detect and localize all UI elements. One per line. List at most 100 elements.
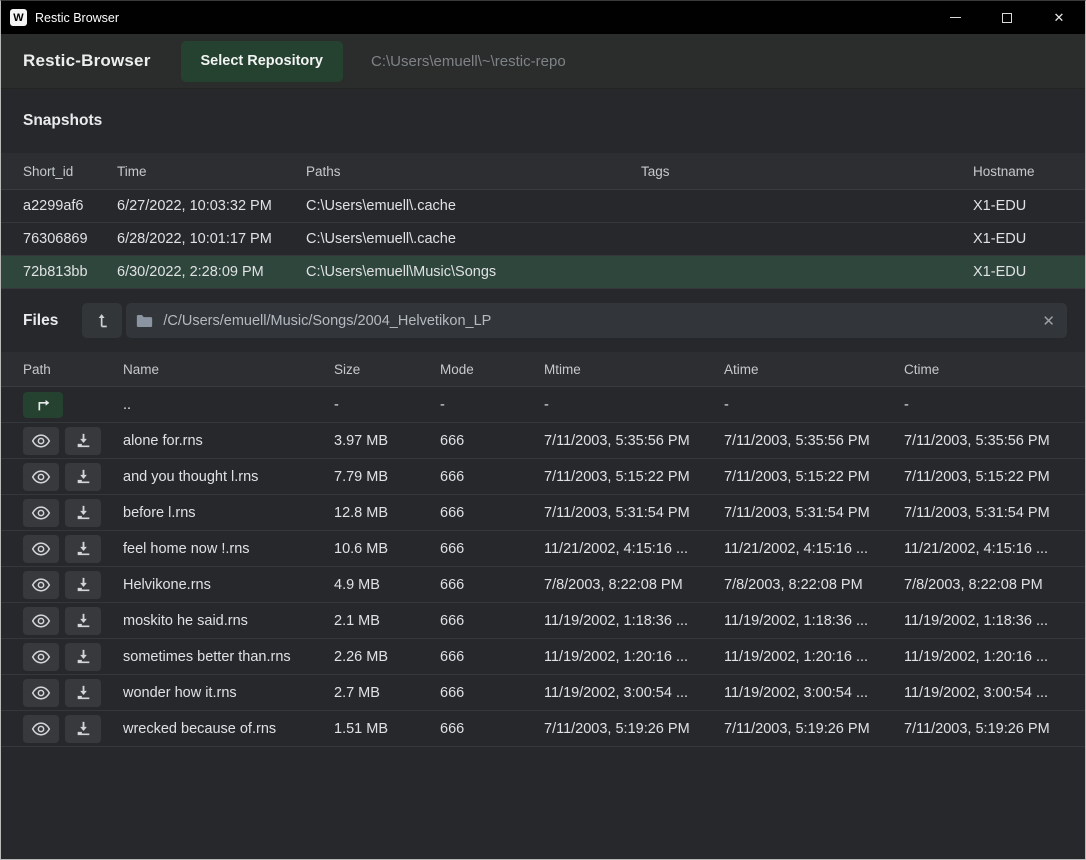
file-atime: -: [724, 396, 729, 413]
eye-icon: [31, 649, 51, 664]
file-name: and you thought l.rns: [123, 468, 259, 485]
file-name: sometimes better than.rns: [123, 648, 291, 665]
file-atime: 11/19/2002, 3:00:54 ...: [724, 684, 869, 701]
preview-file-button[interactable]: [23, 462, 59, 491]
file-mode: 666: [440, 504, 465, 521]
clear-path-button[interactable]: ✕: [1030, 303, 1067, 338]
column-header-size: Size: [334, 361, 361, 377]
download-icon: [77, 505, 89, 520]
file-ctime: -: [904, 396, 909, 413]
download-file-button[interactable]: [65, 534, 101, 563]
snapshot-paths: C:\Users\emuell\Music\Songs: [306, 264, 497, 280]
files-toolbar: Files /C/Users/emuell/Music/Songs/2004_H…: [1, 289, 1085, 352]
file-mtime: 7/11/2003, 5:19:26 PM: [544, 720, 690, 737]
navigate-parent-button[interactable]: [23, 391, 63, 418]
download-file-button[interactable]: [65, 570, 101, 599]
file-size: 2.1 MB: [334, 612, 380, 629]
snapshot-row[interactable]: 76306869 6/28/2022, 10:01:17 PM C:\Users…: [1, 223, 1085, 256]
parent-directory-row[interactable]: .. - - - - -: [1, 387, 1085, 423]
column-header-mtime: Mtime: [544, 361, 581, 377]
file-atime: 7/11/2003, 5:15:22 PM: [724, 468, 870, 485]
select-repository-button[interactable]: Select Repository: [180, 40, 344, 82]
preview-file-button[interactable]: [23, 642, 59, 671]
file-ctime: 7/11/2003, 5:19:26 PM: [904, 720, 1050, 737]
wails-app-icon: W: [10, 9, 27, 26]
titlebar: W Restic Browser ✕: [1, 1, 1085, 34]
preview-file-button[interactable]: [23, 498, 59, 527]
file-mode: 666: [440, 648, 465, 665]
file-size: 12.8 MB: [334, 504, 388, 521]
files-table-header: Path Name Size Mode Mtime Atime Ctime: [1, 352, 1085, 387]
file-mtime: 11/19/2002, 1:18:36 ...: [544, 612, 689, 629]
file-mtime: 11/21/2002, 4:15:16 ...: [544, 540, 689, 557]
window-title: Restic Browser: [35, 10, 120, 25]
file-name: feel home now !.rns: [123, 540, 250, 557]
file-row[interactable]: sometimes better than.rns 2.26 MB 666 11…: [1, 639, 1085, 675]
eye-icon: [31, 613, 51, 628]
file-size: 2.7 MB: [334, 684, 380, 701]
column-header-path: Path: [23, 361, 51, 377]
file-row[interactable]: wonder how it.rns 2.7 MB 666 11/19/2002,…: [1, 675, 1085, 711]
file-row[interactable]: moskito he said.rns 2.1 MB 666 11/19/200…: [1, 603, 1085, 639]
eye-icon: [31, 685, 51, 700]
file-row[interactable]: before l.rns 12.8 MB 666 7/11/2003, 5:31…: [1, 495, 1085, 531]
download-file-button[interactable]: [65, 678, 101, 707]
file-mode: 666: [440, 684, 465, 701]
column-header-time: Time: [117, 163, 147, 179]
download-file-button[interactable]: [65, 606, 101, 635]
snapshot-short-id: 72b813bb: [23, 264, 88, 280]
file-mtime: -: [544, 396, 549, 413]
file-row[interactable]: wrecked because of.rns 1.51 MB 666 7/11/…: [1, 711, 1085, 747]
download-icon: [77, 721, 89, 736]
column-header-atime: Atime: [724, 361, 759, 377]
file-mode: 666: [440, 576, 465, 593]
current-path-input[interactable]: /C/Users/emuell/Music/Songs/2004_Helveti…: [126, 303, 1067, 338]
file-ctime: 7/11/2003, 5:35:56 PM: [904, 432, 1050, 449]
up-level-icon: [98, 314, 107, 328]
download-file-button[interactable]: [65, 714, 101, 743]
file-ctime: 7/11/2003, 5:15:22 PM: [904, 468, 1050, 485]
file-mode: 666: [440, 468, 465, 485]
close-button[interactable]: ✕: [1033, 1, 1085, 34]
column-header-name: Name: [123, 361, 160, 377]
download-file-button[interactable]: [65, 426, 101, 455]
header-bar: Restic-Browser Select Repository C:\User…: [1, 34, 1085, 89]
current-path-value: /C/Users/emuell/Music/Songs/2004_Helveti…: [163, 312, 492, 329]
snapshot-row[interactable]: a2299af6 6/27/2022, 10:03:32 PM C:\Users…: [1, 190, 1085, 223]
file-name: moskito he said.rns: [123, 612, 248, 629]
column-header-hostname: Hostname: [973, 163, 1035, 179]
download-file-button[interactable]: [65, 642, 101, 671]
snapshot-row-selected[interactable]: 72b813bb 6/30/2022, 2:28:09 PM C:\Users\…: [1, 256, 1085, 289]
snapshot-paths: C:\Users\emuell\.cache: [306, 231, 456, 247]
minimize-button[interactable]: [929, 1, 981, 34]
file-atime: 11/19/2002, 1:20:16 ...: [724, 648, 869, 665]
file-row[interactable]: Helvikone.rns 4.9 MB 666 7/8/2003, 8:22:…: [1, 567, 1085, 603]
preview-file-button[interactable]: [23, 570, 59, 599]
file-row[interactable]: feel home now !.rns 10.6 MB 666 11/21/20…: [1, 531, 1085, 567]
file-size: 10.6 MB: [334, 540, 388, 557]
preview-file-button[interactable]: [23, 678, 59, 707]
download-file-button[interactable]: [65, 498, 101, 527]
eye-icon: [31, 505, 51, 520]
preview-file-button[interactable]: [23, 714, 59, 743]
file-row[interactable]: and you thought l.rns 7.79 MB 666 7/11/2…: [1, 459, 1085, 495]
go-up-directory-button[interactable]: [82, 303, 123, 338]
file-mode: 666: [440, 540, 465, 557]
preview-file-button[interactable]: [23, 534, 59, 563]
app-name: Restic-Browser: [23, 51, 151, 70]
preview-file-button[interactable]: [23, 606, 59, 635]
snapshots-section-heading: Snapshots: [1, 89, 1085, 153]
download-icon: [77, 469, 89, 484]
maximize-button[interactable]: [981, 1, 1033, 34]
preview-file-button[interactable]: [23, 426, 59, 455]
file-row[interactable]: alone for.rns 3.97 MB 666 7/11/2003, 5:3…: [1, 423, 1085, 459]
snapshot-hostname: X1-EDU: [973, 264, 1027, 280]
file-name: wonder how it.rns: [123, 684, 237, 701]
folder-icon: [136, 314, 153, 328]
snapshot-paths: C:\Users\emuell\.cache: [306, 198, 456, 214]
download-icon: [77, 541, 89, 556]
up-then-right-arrow-icon: [38, 399, 49, 411]
eye-icon: [31, 577, 51, 592]
download-file-button[interactable]: [65, 462, 101, 491]
